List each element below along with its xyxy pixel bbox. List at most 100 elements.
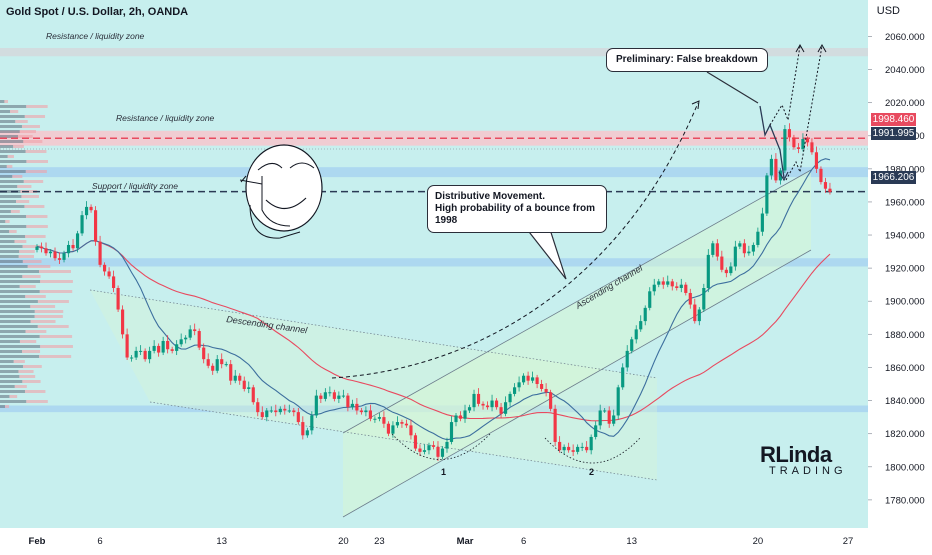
volume-profile-bar (7, 155, 14, 158)
volume-profile-bar (19, 130, 36, 133)
candle-body (386, 423, 391, 434)
candle-body (278, 408, 282, 413)
candle-body (364, 410, 368, 413)
currency-label: USD (876, 5, 900, 17)
candle-body (490, 400, 494, 408)
meme-face-smile (265, 197, 307, 210)
candle-body (747, 251, 751, 254)
volume-profile-bar (0, 290, 40, 293)
bottom-label-1: 1 (441, 467, 446, 477)
volume-profile-bar (0, 125, 22, 128)
candle-body (427, 445, 431, 451)
volume-profile-bar (0, 205, 25, 208)
volume-profile-bar (0, 190, 21, 193)
candle-body (260, 412, 264, 418)
callout-distributive: Distributive Movement. High probability … (427, 185, 607, 233)
candle-body (526, 375, 530, 381)
candle-body (431, 445, 436, 447)
candle-body (301, 422, 305, 436)
y-tick-label: 1900.000 (885, 297, 925, 308)
x-tick-label: 6 (97, 536, 102, 547)
scenario-path-up-1 (769, 45, 801, 126)
volume-profile-bar (12, 175, 23, 178)
volume-profile-bar (0, 230, 10, 233)
candle-body (598, 410, 602, 426)
volume-profile-bar (30, 320, 56, 323)
candle-body (684, 284, 688, 293)
price-axis-background (868, 0, 932, 550)
candle-body (625, 350, 629, 368)
volume-profile-bar (19, 340, 37, 343)
candle-body (80, 215, 84, 234)
candle-body (729, 266, 733, 274)
x-tick-label: 20 (338, 536, 349, 547)
volume-profile-bar (26, 215, 48, 218)
candle-body (720, 256, 724, 270)
scenario-path-up-2 (785, 45, 823, 181)
zone-label-resistance-top: Resistance / liquidity zone (46, 31, 145, 41)
volume-profile-bar (26, 105, 48, 108)
candle-body (292, 410, 296, 413)
candle-body (197, 331, 201, 348)
y-tick-label: 2040.000 (885, 65, 925, 76)
volume-profile-bar (0, 350, 23, 353)
candle-body (481, 403, 485, 406)
candle-body (436, 446, 440, 457)
volume-profile-bar (5, 220, 10, 223)
volume-profile-bar (14, 385, 27, 388)
volume-profile-bar (22, 260, 42, 263)
bottom-arc-2 (544, 437, 641, 464)
candle-body (98, 241, 102, 265)
candle-body (220, 359, 224, 365)
volume-profile-bar (0, 295, 26, 298)
bottom-arc-1 (391, 433, 491, 460)
candle-body (549, 392, 553, 409)
candle-body (544, 388, 548, 393)
volume-profile-bar (39, 270, 71, 273)
candle-body (319, 395, 323, 399)
price-tag-resistance: 1998.460 (871, 113, 916, 126)
volume-profile-bar (0, 200, 17, 203)
candle-body (310, 415, 314, 431)
candle-body (193, 329, 197, 332)
candle-body (269, 410, 273, 412)
candle-body (66, 244, 71, 254)
candle-body (738, 243, 742, 247)
candle-body (787, 129, 791, 138)
candle-body (39, 246, 44, 249)
volume-profile-bar (27, 265, 51, 268)
candle-body (535, 377, 539, 384)
x-tick-label: Mar (457, 536, 474, 547)
candle-body (756, 231, 760, 245)
volume-profile-bar (0, 355, 40, 358)
x-tick-label: 6 (521, 536, 526, 547)
volume-profile-bar (0, 340, 20, 343)
zone-label-support: Support / liquidity zone (92, 181, 178, 191)
volume-profile-bar (0, 370, 19, 373)
volume-profile-bar (37, 300, 69, 303)
candle-body (621, 367, 625, 388)
candle-body (89, 206, 93, 211)
volume-profile-bar (0, 360, 14, 363)
candle-body (184, 337, 188, 340)
volume-profile-bar (0, 140, 24, 143)
candle-body (409, 425, 413, 436)
volume-profile-bar (0, 220, 6, 223)
candle-body (796, 147, 800, 149)
volume-profile-bar (24, 115, 46, 118)
volume-profile-bar (0, 135, 18, 138)
y-tick-label: 1820.000 (885, 429, 925, 440)
volume-profile-bar (22, 365, 42, 368)
candle-body (661, 281, 665, 285)
candle-body (585, 446, 589, 451)
volume-profile-bar (26, 160, 48, 163)
volume-profile-bar (0, 285, 20, 288)
volume-profile-bar (22, 350, 41, 353)
candle-body (711, 243, 715, 255)
candle-body (130, 357, 134, 359)
candle-body (463, 410, 467, 419)
candle-body (751, 244, 755, 252)
candle-body (517, 382, 521, 388)
candle-body (823, 182, 828, 189)
